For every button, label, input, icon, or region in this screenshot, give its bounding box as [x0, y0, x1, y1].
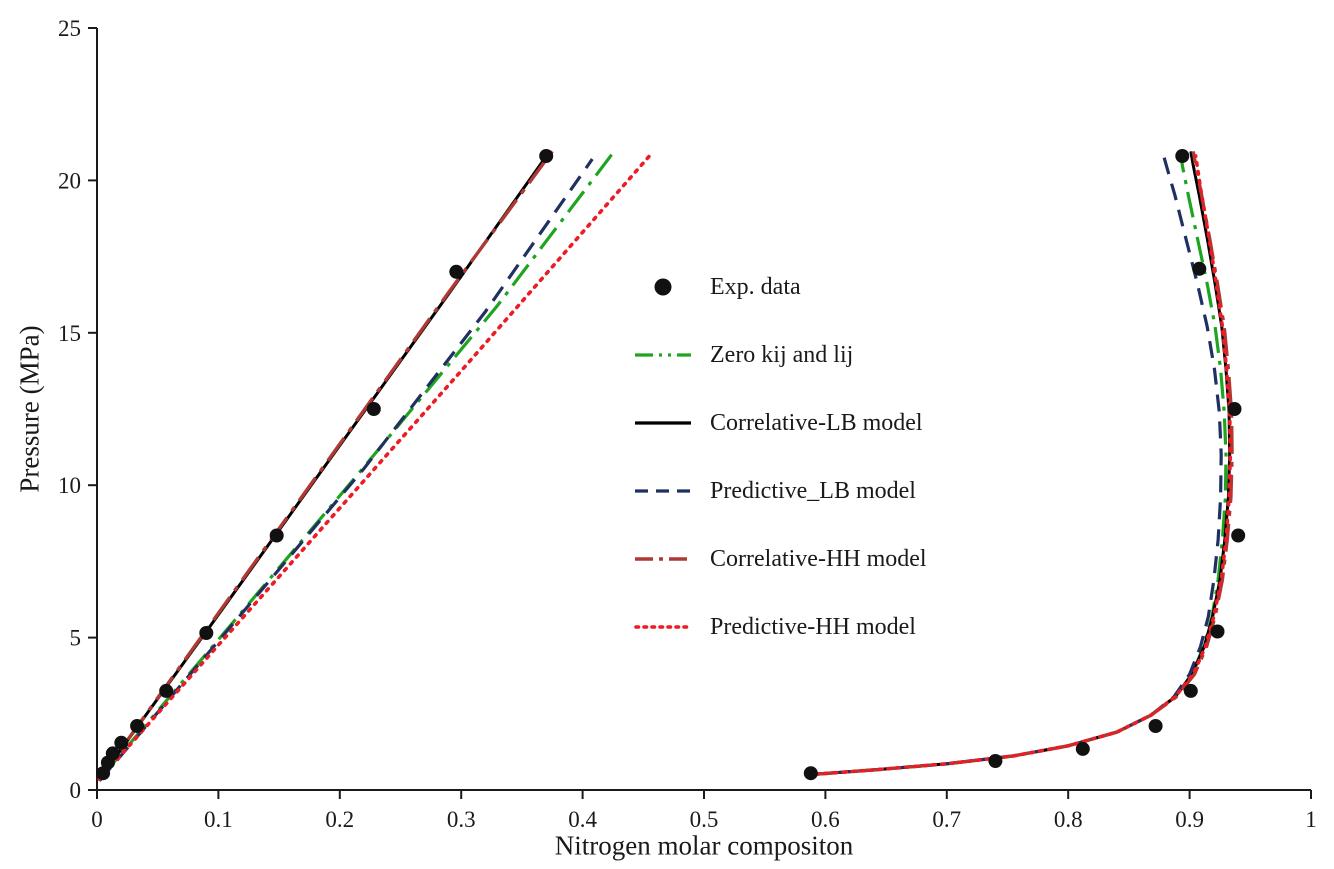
legend-item-exp-data: Exp. data	[634, 274, 927, 300]
exp-data-point	[1183, 683, 1198, 698]
exp-data-point	[1231, 528, 1246, 543]
y-tick-label: 25	[58, 16, 81, 41]
x-tick-label: 0.8	[1054, 807, 1083, 832]
model-line	[98, 150, 554, 781]
exp-data-marker-icon	[654, 278, 672, 296]
exp-data-point	[1075, 741, 1090, 756]
x-tick-label: 0.9	[1175, 807, 1204, 832]
model-line	[98, 158, 594, 782]
exp-data-point	[159, 683, 174, 698]
legend-label: Predictive_LB model	[710, 477, 916, 504]
legend-label: Exp. data	[710, 273, 801, 300]
legend-item-predictive-hh: Predictive-HH model	[634, 614, 927, 640]
x-tick-label: 0.6	[811, 807, 840, 832]
legend-label: Correlative-HH model	[710, 545, 927, 572]
y-tick-label: 5	[70, 626, 82, 651]
chart-legend: Exp. data Zero kij and lij Correlative-L…	[634, 274, 927, 682]
legend-item-correlative-hh: Correlative-HH model	[634, 546, 927, 572]
x-tick-label: 0.3	[447, 807, 476, 832]
x-axis-title: Nitrogen molar compositon	[554, 830, 854, 861]
x-tick-label: 0.4	[568, 807, 597, 832]
x-tick-label: 0.2	[325, 807, 354, 832]
legend-label: Zero kij and lij	[710, 341, 854, 368]
exp-data-point	[539, 149, 554, 163]
zero-kij-line-icon	[635, 353, 691, 357]
exp-data-point	[114, 735, 129, 750]
predictive-hh-line-icon	[634, 625, 692, 629]
x-tick-label: 0.7	[932, 807, 961, 832]
y-tick-label: 20	[58, 168, 81, 193]
legend-label: Correlative-LB model	[710, 409, 923, 436]
predictive-lb-line-icon	[635, 489, 691, 493]
exp-data-point	[1175, 149, 1190, 163]
exp-data-point	[199, 626, 214, 640]
exp-data-point	[1148, 719, 1163, 733]
exp-data-point	[803, 766, 818, 781]
model-line	[805, 154, 1233, 777]
legend-item-correlative-lb: Correlative-LB model	[634, 410, 927, 436]
correlative-hh-line-icon	[635, 557, 691, 561]
x-tick-label: 1	[1305, 807, 1317, 832]
x-tick-label: 0	[91, 807, 103, 832]
correlative-lb-line-icon	[635, 421, 691, 425]
exp-data-point	[269, 528, 284, 543]
y-tick-label: 15	[58, 321, 81, 346]
exp-data-point	[1227, 402, 1242, 416]
exp-data-point	[105, 746, 120, 761]
y-tick-label: 10	[58, 473, 81, 498]
y-axis-title: Pressure (MPa)	[14, 325, 45, 493]
exp-data-point	[988, 754, 1003, 768]
exp-data-point	[1192, 261, 1207, 276]
exp-data-point	[96, 766, 111, 781]
x-tick-label: 0.5	[690, 807, 719, 832]
exp-data-point	[1210, 624, 1225, 639]
exp-data-point	[130, 719, 145, 733]
x-tick-label: 0.1	[204, 807, 233, 832]
legend-item-predictive-lb: Predictive_LB model	[634, 478, 927, 504]
y-tick-label: 0	[70, 778, 82, 803]
model-line	[97, 154, 652, 782]
exp-data-point	[449, 264, 464, 279]
exp-data-point	[366, 402, 381, 416]
model-line	[98, 152, 615, 781]
legend-label: Predictive-HH model	[710, 613, 916, 640]
legend-item-zero-kij: Zero kij and lij	[634, 342, 927, 368]
